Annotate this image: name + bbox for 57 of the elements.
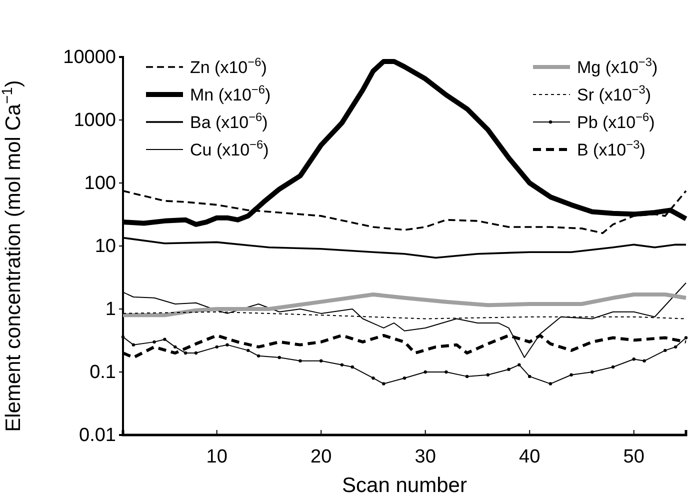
point xyxy=(632,358,636,361)
x-tick-label: 50 xyxy=(623,446,644,468)
legend-label: Cu (x10$^{−6}$) xyxy=(190,138,269,160)
point xyxy=(674,345,678,349)
x-tick-label: 30 xyxy=(414,446,436,468)
point xyxy=(184,351,188,355)
y-tick-label: 10000 xyxy=(63,47,116,68)
y-tick-label: 1 xyxy=(105,299,116,320)
point xyxy=(319,359,323,363)
point xyxy=(226,343,229,346)
point xyxy=(152,340,156,344)
point xyxy=(590,370,594,374)
legend-label: Zn (x10$^{−6}$) xyxy=(190,55,267,77)
point xyxy=(298,359,302,363)
point xyxy=(382,382,386,386)
y-tick-label: 0.01 xyxy=(79,425,116,446)
x-tick-label: 10 xyxy=(206,446,228,468)
point xyxy=(256,354,260,358)
point xyxy=(528,374,532,378)
line-series xyxy=(121,292,688,318)
point xyxy=(518,363,521,366)
point xyxy=(402,376,406,380)
point xyxy=(642,359,646,363)
legend-label: Mn (x10$^{−6}$) xyxy=(190,82,271,104)
point xyxy=(163,338,166,341)
point xyxy=(246,348,250,352)
point xyxy=(340,363,344,366)
legend-label: Pb (x10$^{−6}$) xyxy=(577,110,655,132)
point xyxy=(664,348,667,352)
point xyxy=(174,345,177,349)
point xyxy=(278,356,281,360)
y-tick-label: 1000 xyxy=(74,110,116,132)
point xyxy=(486,373,490,376)
y-tick-label: 100 xyxy=(84,173,116,194)
point xyxy=(132,343,136,346)
point xyxy=(121,335,125,339)
point xyxy=(194,351,198,355)
point xyxy=(465,374,469,378)
point xyxy=(684,336,688,340)
y-tick-label: 10 xyxy=(94,236,116,258)
x-axis-title: Scan number xyxy=(342,474,467,497)
point xyxy=(570,373,573,376)
legend-label: B (x10$^{−3}$) xyxy=(577,138,646,160)
legend-label: Sr (x10$^{−3}$) xyxy=(577,82,652,104)
point xyxy=(548,382,552,386)
point xyxy=(424,370,427,374)
legend-label: Mg (x10$^{−3}$) xyxy=(577,55,658,77)
point xyxy=(350,365,354,369)
x-tick-label: 20 xyxy=(310,446,332,468)
x-tick-label: 40 xyxy=(519,446,540,468)
point xyxy=(372,376,375,380)
legend-label: Ba (x10$^{−6}$) xyxy=(190,110,268,132)
y-tick-label: 0.1 xyxy=(90,362,116,384)
point xyxy=(611,365,615,369)
point xyxy=(215,345,218,349)
point xyxy=(444,370,448,374)
point xyxy=(507,368,510,371)
